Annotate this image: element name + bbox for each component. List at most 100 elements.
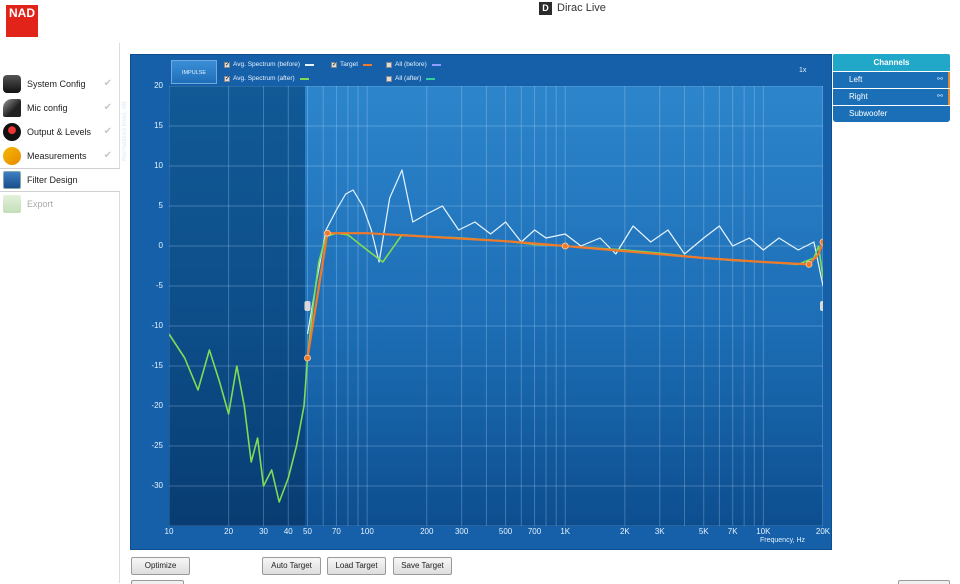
link-icon[interactable]: ⚯ <box>937 93 943 100</box>
target-control-point <box>304 354 311 362</box>
auto-target-button[interactable]: Auto Target <box>262 557 321 575</box>
nav-item-label: Filter Design <box>27 175 78 185</box>
nav-item-system-config[interactable]: System Config ✔ <box>0 72 120 96</box>
x-tick-label: 40 <box>283 527 293 536</box>
checkbox-unchecked[interactable] <box>386 61 392 68</box>
checkmark-icon: ✔ <box>103 102 112 113</box>
channels-header: Channels <box>833 54 950 71</box>
checkmark-icon: ✔ <box>103 78 112 89</box>
legend-avg-before[interactable]: ✓ Avg. Spectrum (before) <box>224 61 315 68</box>
tape-measure-icon <box>3 147 21 165</box>
partial-button[interactable] <box>898 580 950 584</box>
x-tick-label: 30 <box>259 527 268 536</box>
high-cutoff-handle <box>820 301 823 311</box>
nav-item-measurements[interactable]: Measurements ✔ <box>0 144 120 168</box>
y-tick-label: -20 <box>151 401 163 410</box>
x-tick-label: 2K <box>619 527 630 536</box>
x-tick-label: 7K <box>727 527 738 536</box>
series-line-avg-spectrum-before <box>306 169 823 335</box>
app-title-text: Dirac Live <box>557 2 606 14</box>
channels-panel: Channels Left ⚯ Right ⚯ Subwoofer <box>833 54 950 122</box>
x-tick-label: 700 <box>527 527 542 536</box>
legend-target[interactable]: ✓ Target <box>331 61 373 68</box>
microphone-icon <box>3 99 21 117</box>
impulse-button[interactable]: IMPULSE <box>171 60 217 84</box>
legend-all-before[interactable]: All (before) <box>386 61 441 68</box>
y-tick-label: -30 <box>151 481 163 490</box>
target-control-point <box>323 229 331 237</box>
checkmark-icon: ✔ <box>103 150 112 161</box>
plot-area[interactable] <box>169 86 823 526</box>
y-tick-label: 0 <box>158 241 163 250</box>
channel-label: Subwoofer <box>849 109 888 118</box>
save-target-button[interactable]: Save Target <box>393 557 452 575</box>
nav-item-label: Output & Levels <box>27 127 92 137</box>
x-tick-label: 20K <box>815 527 831 536</box>
channel-right[interactable]: Right ⚯ <box>833 89 950 105</box>
legend-swatch <box>431 63 441 66</box>
app-title: D Dirac Live <box>539 1 606 15</box>
excluded-frequency-shade <box>169 86 305 526</box>
legend-label: Avg. Spectrum (after) <box>233 75 295 82</box>
legend-swatch <box>363 63 373 66</box>
nav-item-export[interactable]: Export <box>0 192 120 216</box>
channel-label: Right <box>849 92 868 101</box>
checkbox-checked[interactable]: ✓ <box>224 75 231 82</box>
legend-label: All (before) <box>395 61 427 68</box>
load-target-button[interactable]: Load Target <box>327 557 386 575</box>
volume-knob-icon <box>3 123 21 141</box>
legend-swatch <box>299 77 309 80</box>
y-tick-label: 15 <box>154 121 163 130</box>
target-control-point <box>561 242 569 250</box>
plot-highlight <box>305 86 823 526</box>
x-tick-label: 300 <box>454 527 469 536</box>
channel-left[interactable]: Left ⚯ <box>833 72 950 88</box>
channel-label: Left <box>849 75 863 84</box>
legend-label: All (after) <box>395 75 422 82</box>
partial-button[interactable] <box>131 580 184 584</box>
low-cutoff-handle <box>304 301 311 311</box>
x-tick-label: 10K <box>756 527 771 536</box>
nav-item-label: System Config <box>27 79 86 89</box>
checkbox-checked[interactable]: ✓ <box>224 61 231 68</box>
x-tick-label: 70 <box>331 527 341 536</box>
y-tick-label: 20 <box>154 81 163 90</box>
y-tick-label: 10 <box>154 161 163 170</box>
y-tick-label: 5 <box>158 201 163 210</box>
nav-item-label: Export <box>27 199 54 209</box>
checkbox-unchecked[interactable] <box>386 75 392 82</box>
legend-all-after[interactable]: All (after) <box>386 75 436 82</box>
target-control-point <box>805 260 813 268</box>
series-line-target <box>306 232 823 359</box>
x-tick-label: 1K <box>560 527 571 536</box>
checkbox-checked[interactable]: ✓ <box>331 61 338 68</box>
legend-label: Avg. Spectrum (before) <box>233 61 301 68</box>
link-icon[interactable]: ⚯ <box>937 76 943 83</box>
legend-label: Target <box>340 61 359 68</box>
legend-swatch <box>426 77 436 80</box>
nav-item-label: Measurements <box>27 151 87 161</box>
filter-graph-icon <box>3 171 21 189</box>
sidebar-divider <box>119 43 120 583</box>
x-tick-label: 50 <box>303 527 312 536</box>
x-tick-label: 200 <box>420 527 434 536</box>
speaker-icon <box>3 75 21 93</box>
channel-subwoofer[interactable]: Subwoofer <box>833 106 950 122</box>
nav-item-filter-design[interactable]: Filter Design <box>0 168 120 192</box>
y-tick-label: -15 <box>151 361 163 370</box>
dirac-logo-icon: D <box>539 1 552 15</box>
nav-item-mic-config[interactable]: Mic config ✔ <box>0 96 120 120</box>
x-tick-label: 20 <box>224 527 234 536</box>
y-tick-label: -25 <box>151 441 163 450</box>
nad-logo: NAD <box>6 5 38 37</box>
target-control-point <box>819 238 823 246</box>
optimize-button[interactable]: Optimize <box>131 557 190 575</box>
nav-item-label: Mic config <box>27 103 68 113</box>
zoom-level: 1x <box>799 67 807 74</box>
legend-avg-after[interactable]: ✓ Avg. Spectrum (after) <box>224 75 309 82</box>
x-axis-title: Frequency, Hz <box>760 537 805 544</box>
y-tick-label: -5 <box>155 281 163 290</box>
nav-item-output-levels[interactable]: Output & Levels ✔ <box>0 120 120 144</box>
x-tick-label: 500 <box>498 527 513 536</box>
sidebar-nav: System Config ✔ Mic config ✔ Output & Le… <box>0 72 120 216</box>
